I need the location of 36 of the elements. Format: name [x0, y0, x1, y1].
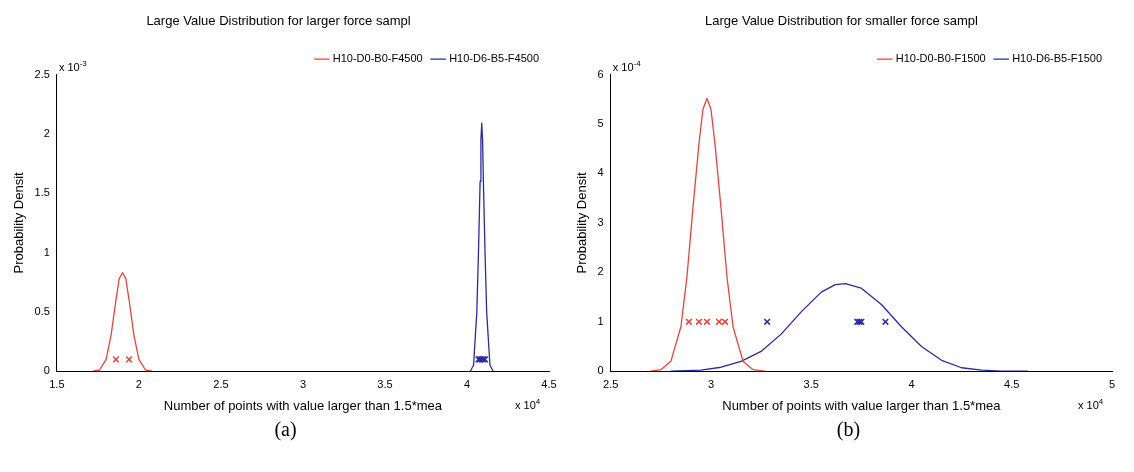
y-tick-label: 4 — [597, 166, 604, 179]
x-tick-label: 4.5 — [1004, 377, 1020, 390]
x-tick-label: 2.5 — [213, 377, 229, 390]
legend-label: H10-D0-B0-F1500 — [895, 52, 986, 65]
x-tick-label: 4 — [908, 377, 915, 390]
chart-title: Large Value Distribution for larger force sampl — [146, 13, 411, 29]
x-tick-label: 3.5 — [803, 377, 819, 390]
y-tick-label: 1 — [43, 245, 50, 258]
y-tick-label: 2 — [43, 126, 50, 139]
legend-label: H10-D0-B0-F4500 — [332, 52, 423, 65]
x-tick-label: 4 — [463, 377, 471, 390]
x-tick-label: 3 — [707, 377, 715, 390]
y-tick-label: 1.5 — [34, 186, 50, 199]
x-tick-label: 3.5 — [377, 377, 393, 390]
y-tick-label: 3 — [597, 215, 604, 228]
y-tick-label: 1 — [597, 314, 604, 327]
y-tick-label: 2 — [597, 265, 604, 278]
x-axis-title: Number of points with value larger than 1.5*mea — [722, 397, 1002, 413]
legend-label: H10-D6-B5-F1500 — [1012, 52, 1102, 65]
y-tick-label: 0 — [597, 364, 604, 377]
x-axis-title: Number of points with value larger than 1.5*mea — [163, 397, 443, 413]
x-tick-label: 3 — [299, 377, 307, 390]
y-axis-title: Probability Densit — [11, 171, 27, 274]
y-tick-label: 5 — [597, 117, 604, 130]
y-tick-label: 0.5 — [34, 304, 50, 317]
text: (a) — [273, 418, 298, 441]
text: (b) — [835, 418, 862, 441]
x-tick-label: 5 — [1108, 377, 1116, 390]
chart-title: Large Value Distribution for smaller force sampl — [705, 13, 979, 29]
y-tick-label: 2.5 — [34, 67, 50, 80]
x-tick-label: 2 — [135, 377, 142, 390]
x-tick-label: 4.5 — [541, 377, 557, 390]
y-axis-title: Probability Densit — [574, 171, 590, 274]
y-tick-label: 0 — [43, 364, 50, 377]
legend-label: H10-D6-B5-F4500 — [449, 52, 539, 65]
y-tick-label: 6 — [597, 67, 604, 80]
